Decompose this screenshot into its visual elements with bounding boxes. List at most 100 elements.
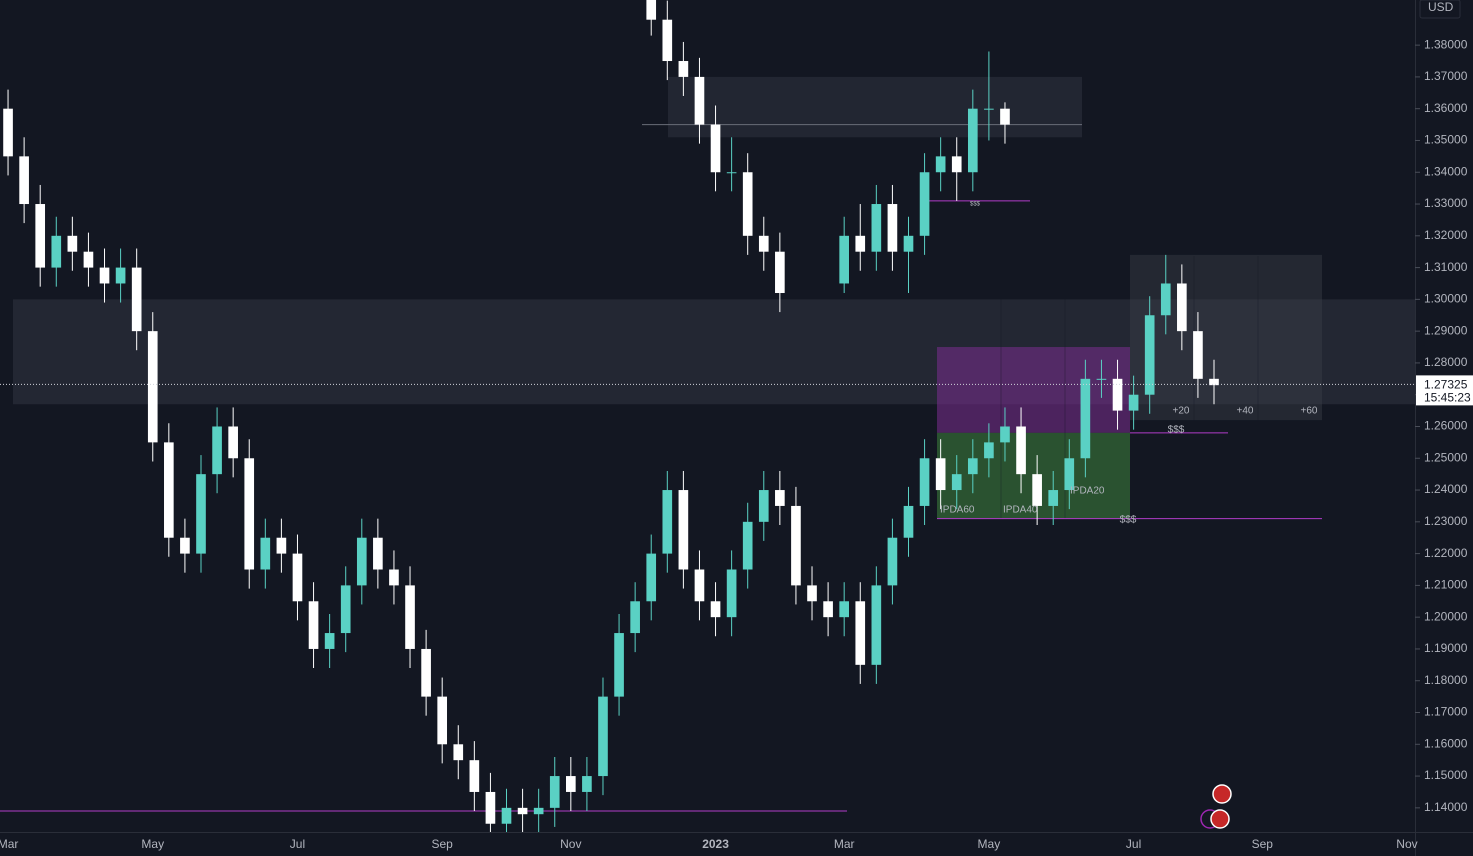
candle-body xyxy=(951,156,962,173)
candle-body xyxy=(678,490,689,570)
candle-body xyxy=(51,235,62,268)
candle-body xyxy=(1032,474,1042,506)
y-tick-label: 1.35000 xyxy=(1424,133,1468,147)
zone xyxy=(1130,254,1322,421)
candle-body xyxy=(212,426,222,475)
candle-body xyxy=(807,585,817,602)
candle-body xyxy=(935,156,946,173)
candle-body xyxy=(678,61,689,77)
candle-body xyxy=(582,776,592,792)
candle-body xyxy=(228,426,238,459)
countdown: 15:45:23 xyxy=(1424,391,1471,405)
candle-body xyxy=(1112,378,1123,411)
y-tick-label: 1.23000 xyxy=(1424,514,1468,528)
annotation: IPDA60 xyxy=(940,505,975,516)
x-tick-label: May xyxy=(141,837,164,851)
y-tick-label: 1.19000 xyxy=(1424,641,1468,655)
candle-body xyxy=(67,235,78,252)
annotation: $$$ xyxy=(1168,425,1185,436)
candle-body xyxy=(855,601,866,665)
candle-body xyxy=(1193,331,1203,379)
x-tick-label: May xyxy=(978,837,1001,851)
candle-body xyxy=(1096,378,1107,380)
candle-body xyxy=(919,172,930,236)
candle-body xyxy=(292,553,303,602)
candle-body xyxy=(469,760,480,792)
candle-body xyxy=(710,601,721,618)
candle-body xyxy=(791,505,801,586)
candle-body xyxy=(871,585,882,665)
y-tick-label: 1.18000 xyxy=(1424,673,1468,687)
candle-body xyxy=(405,585,415,649)
candle-body xyxy=(453,744,464,761)
y-tick-label: 1.16000 xyxy=(1424,736,1468,750)
candle-body xyxy=(99,267,110,284)
plot-area: IPDA60 IPDA40 IPDA20 $$$ $$$ $$$ +20 +40 +60 xyxy=(0,0,1415,832)
y-tick-label: 1.38000 xyxy=(1424,37,1468,51)
candle-body xyxy=(726,172,737,174)
candle-body xyxy=(614,633,624,697)
last-price-label: 1.27325 xyxy=(1424,378,1468,392)
y-tick-label: 1.25000 xyxy=(1424,450,1468,464)
candle-body xyxy=(935,458,946,491)
candle-body xyxy=(1000,426,1010,443)
candle-body xyxy=(662,490,673,554)
y-tick-label: 1.22000 xyxy=(1424,546,1468,560)
annotation: $$$ xyxy=(970,202,981,208)
candle-body xyxy=(485,791,496,824)
candle-body xyxy=(1144,315,1155,395)
x-tick-label: Jul xyxy=(290,837,305,851)
zone xyxy=(668,76,1082,138)
candle-body xyxy=(260,537,271,570)
candle-body xyxy=(196,474,206,554)
candle-body xyxy=(19,156,29,205)
y-tick-label: 1.24000 xyxy=(1424,482,1468,496)
candle-body xyxy=(308,601,319,649)
zone xyxy=(937,347,1130,433)
candle-body xyxy=(1209,378,1219,386)
uk-flag-icon[interactable] xyxy=(1212,784,1232,804)
candle-body xyxy=(340,585,351,634)
candle-body xyxy=(855,235,866,252)
candle-body xyxy=(533,807,544,815)
event-icons[interactable] xyxy=(1200,784,1232,829)
candle-body xyxy=(421,648,431,697)
candle-body xyxy=(164,442,174,538)
candle-body xyxy=(646,553,657,602)
candle-body xyxy=(984,442,994,459)
candle-body xyxy=(1128,394,1139,411)
last-price-box xyxy=(1416,375,1473,406)
candle-body xyxy=(903,235,914,252)
candle-body xyxy=(984,108,994,110)
candle-body xyxy=(726,569,737,618)
candle-body xyxy=(694,569,705,602)
candle-body xyxy=(389,569,399,586)
currency-box[interactable] xyxy=(1419,0,1461,19)
us-flag-icon[interactable] xyxy=(1210,809,1230,829)
y-tick-label: 1.28000 xyxy=(1424,355,1468,369)
candle-body xyxy=(967,458,978,475)
annotation: +60 xyxy=(1301,406,1318,417)
candle-body xyxy=(356,537,367,586)
y-tick-label: 1.30000 xyxy=(1424,292,1468,306)
candle-body xyxy=(951,474,962,491)
candle-body xyxy=(1160,283,1171,316)
candle-body xyxy=(566,776,576,792)
axes: 1.14000 1.15000 1.16000 1.17000 1.18000 1.190… xyxy=(0,37,1473,851)
candle-body xyxy=(775,490,785,506)
candle-body xyxy=(1048,490,1059,506)
y-tick-label: 1.14000 xyxy=(1424,800,1468,814)
candle-body xyxy=(276,537,287,554)
x-tick-label: 2023 xyxy=(702,837,729,851)
annotation: +40 xyxy=(1237,406,1254,417)
annotation: +20 xyxy=(1173,406,1190,417)
candle-body xyxy=(967,108,978,173)
candle-body xyxy=(147,331,158,443)
y-tick-label: 1.26000 xyxy=(1424,419,1468,433)
x-tick-label: Nov xyxy=(560,837,581,851)
candle-body xyxy=(83,251,94,268)
x-tick-label: Nov xyxy=(1396,837,1417,851)
candle-body xyxy=(115,267,126,284)
candle-body xyxy=(871,204,882,252)
